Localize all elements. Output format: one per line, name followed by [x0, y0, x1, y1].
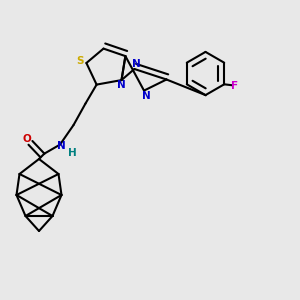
Text: N: N [56, 141, 65, 151]
Text: H: H [68, 148, 76, 158]
Text: N: N [142, 91, 151, 101]
Text: O: O [22, 134, 31, 144]
Text: S: S [76, 56, 83, 67]
Text: N: N [117, 80, 126, 91]
Text: F: F [230, 81, 238, 91]
Text: N: N [132, 58, 141, 69]
